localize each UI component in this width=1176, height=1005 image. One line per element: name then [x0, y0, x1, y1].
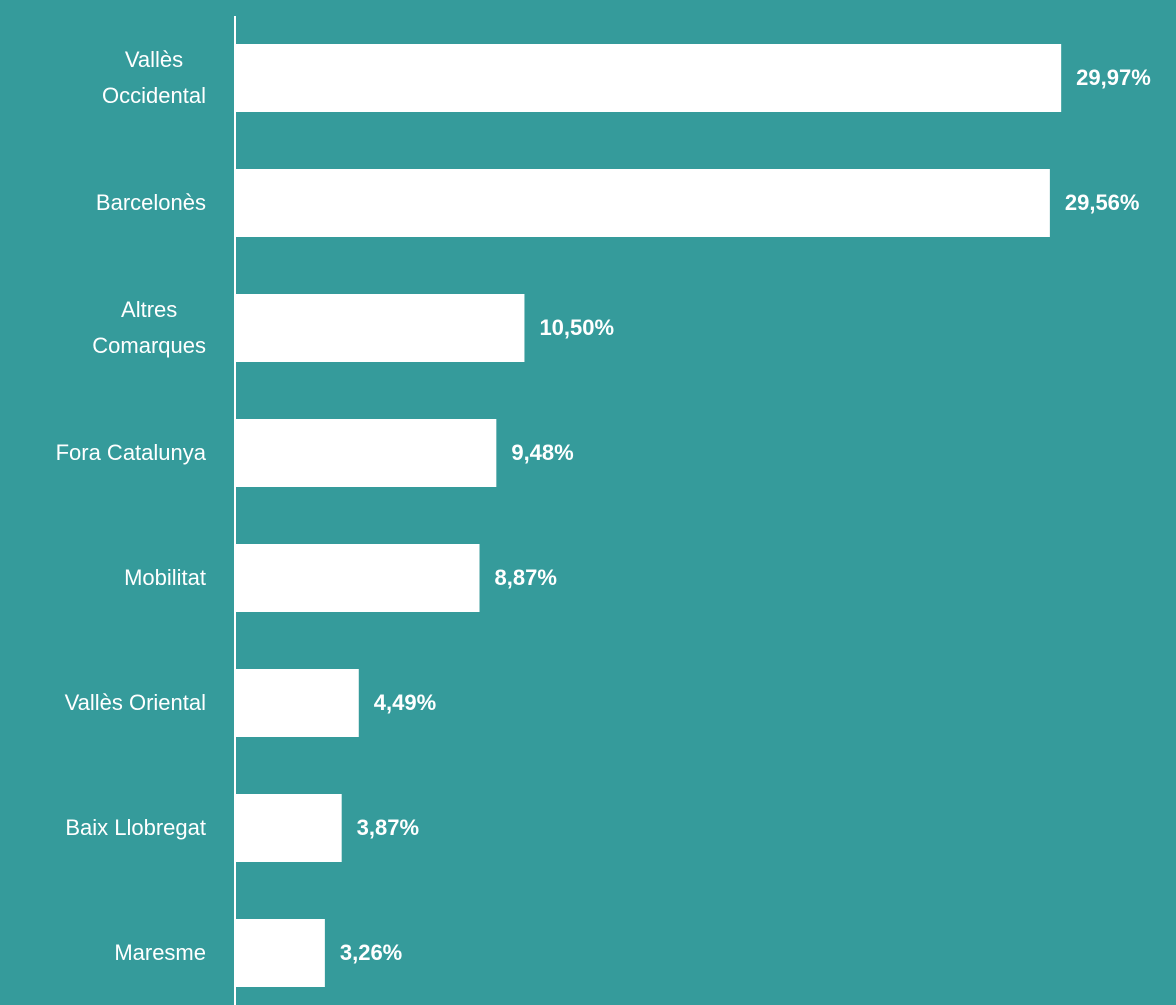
bar: [235, 544, 480, 612]
bar: [235, 419, 497, 487]
bar: [235, 919, 325, 987]
value-label: 8,87%: [494, 565, 557, 590]
bar: [235, 169, 1050, 237]
category-label: Maresme: [114, 940, 206, 965]
value-label: 29,56%: [1064, 190, 1140, 215]
value-label: 3,26%: [339, 940, 403, 965]
value-label: 9,48%: [511, 440, 574, 465]
value-label: 29,97%: [1076, 65, 1151, 90]
category-label: Fora Catalunya: [55, 440, 206, 465]
category-label: Vallès Oriental: [64, 690, 206, 715]
value-label: 10,50%: [539, 315, 615, 340]
category-label: Baix Llobregat: [65, 815, 206, 840]
value-label: 4,49%: [373, 690, 437, 715]
bar: [235, 669, 359, 737]
category-label: Altres Comarques: [92, 297, 206, 358]
bar: [235, 44, 1062, 112]
category-label: Barcelonès: [95, 190, 206, 215]
bar: [235, 294, 525, 362]
category-label: Vallès Occidental: [102, 47, 206, 108]
category-label: Mobilitat: [124, 565, 206, 590]
bar: [235, 794, 342, 862]
value-label: 3,87%: [356, 815, 420, 840]
